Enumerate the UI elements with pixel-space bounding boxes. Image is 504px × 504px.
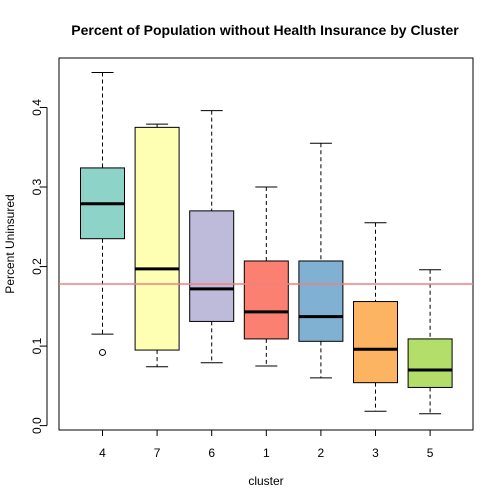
x-tick-label: 6 (208, 446, 215, 460)
x-tick-label: 1 (263, 446, 270, 460)
box-2 (298, 260, 344, 342)
outlier-point (99, 348, 106, 356)
box-group-4 (80, 71, 125, 356)
box-group-1 (243, 186, 289, 367)
box-group-7 (134, 123, 180, 368)
box-5 (407, 338, 453, 388)
box-6 (189, 210, 235, 322)
x-tick-label: 7 (154, 446, 161, 460)
y-axis-label: Percent Uninsured (3, 194, 17, 293)
y-axis: 0.0 0.1 0.2 0.3 0.4 (30, 99, 48, 434)
box-7 (134, 126, 180, 351)
box-3 (353, 301, 398, 384)
x-axis-label: cluster (248, 474, 283, 488)
x-tick-label: 5 (427, 446, 434, 460)
x-tick-label: 2 (318, 446, 325, 460)
chart-title: Percent of Population without Health Ins… (71, 22, 459, 38)
y-tick-label: 0.0 (30, 417, 44, 434)
box-group-6 (189, 110, 235, 364)
x-tick-label: 3 (372, 446, 379, 460)
box-group-5 (407, 269, 453, 415)
box-group-2 (298, 142, 344, 379)
y-tick-label: 0.4 (30, 99, 44, 116)
y-tick-label: 0.1 (30, 337, 44, 354)
y-tick-label: 0.3 (30, 178, 44, 195)
box-group-3 (353, 222, 398, 412)
y-tick-label: 0.2 (30, 258, 44, 275)
x-tick-label: 4 (99, 446, 106, 460)
box-1 (243, 260, 289, 340)
x-axis: 4 7 6 1 2 3 5 (99, 430, 434, 460)
plot-area (58, 57, 474, 431)
